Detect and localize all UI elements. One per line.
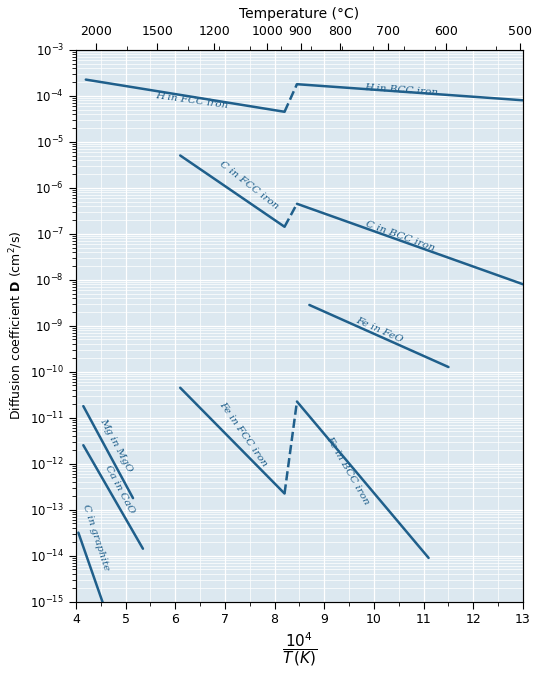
Text: Mg in MgO: Mg in MgO [98, 417, 134, 474]
Text: C in FCC iron: C in FCC iron [217, 159, 280, 211]
Text: Ca in CaO: Ca in CaO [103, 463, 136, 514]
Text: Fe in FeO: Fe in FeO [354, 316, 404, 345]
Text: C in BCC iron: C in BCC iron [364, 219, 436, 252]
Text: H in FCC iron: H in FCC iron [155, 90, 229, 110]
Text: Fe in BCC iron: Fe in BCC iron [324, 435, 371, 506]
Text: H in BCC iron: H in BCC iron [364, 82, 438, 97]
X-axis label: Temperature (°C): Temperature (°C) [239, 7, 360, 21]
Text: C in graphite: C in graphite [81, 503, 110, 572]
Text: Fe in FCC iron: Fe in FCC iron [217, 400, 269, 468]
Y-axis label: Diffusion coefficient $\mathbf{D}$ (cm$^2$/s): Diffusion coefficient $\mathbf{D}$ (cm$^… [7, 231, 25, 421]
X-axis label: $\dfrac{10^4}{T\,(K)}$: $\dfrac{10^4}{T\,(K)}$ [281, 630, 317, 668]
